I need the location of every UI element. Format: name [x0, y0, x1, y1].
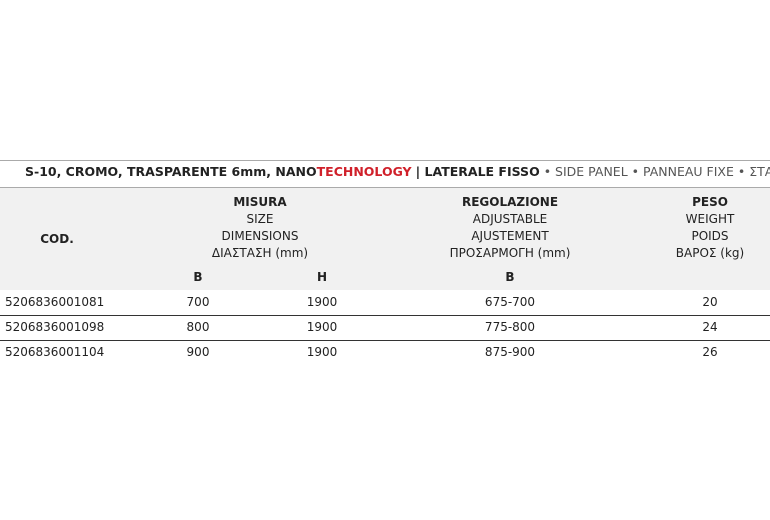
- value-cell: 675-700: [484, 295, 536, 309]
- value-cell: 20: [702, 295, 718, 309]
- code-cell: 5206836001081: [5, 295, 105, 309]
- column-header: ΔΙΑΣΤΑΣΗ (mm): [211, 246, 309, 260]
- value-cell: 900: [186, 345, 210, 359]
- value-cell: 800: [186, 320, 210, 334]
- title-text: | LATERALE FISSO: [415, 164, 540, 179]
- value-cell: 24: [702, 320, 718, 334]
- value-cell: 1900: [306, 345, 338, 359]
- header-rule: [0, 187, 770, 188]
- header-background: [0, 188, 770, 290]
- column-header: ADJUSTABLE: [472, 212, 548, 226]
- code-cell: 5206836001104: [5, 345, 105, 359]
- sub-header: B: [505, 270, 515, 284]
- sub-header: B: [193, 270, 203, 284]
- title-subtext: • SIDE PANEL • PANNEAU FIXE • ΣΤΑΘΕΡΟ Κ: [543, 164, 770, 179]
- column-header: REGOLAZIONE: [461, 195, 559, 209]
- value-cell: 1900: [306, 320, 338, 334]
- value-cell: 26: [702, 345, 718, 359]
- column-header: MISURA: [233, 195, 287, 209]
- value-cell: 875-900: [484, 345, 536, 359]
- column-header: SIZE: [246, 212, 274, 226]
- column-header: POIDS: [691, 229, 729, 243]
- code-header: COD.: [40, 232, 74, 246]
- column-header: ΠΡΟΣΑΡΜΟΓΗ (mm): [449, 246, 571, 260]
- title: S-10, CROMO, TRASPARENTE 6mm, NANOTECHNO…: [25, 164, 770, 179]
- column-header: PESO: [692, 195, 728, 209]
- sub-header: H: [316, 270, 328, 284]
- column-header: WEIGHT: [685, 212, 735, 226]
- row-rule: [0, 340, 770, 341]
- value-cell: 775-800: [484, 320, 536, 334]
- column-header: AJUSTEMENT: [471, 229, 549, 243]
- code-cell: 5206836001098: [5, 320, 105, 334]
- value-cell: 700: [186, 295, 210, 309]
- title-highlight: TECHNOLOGY: [316, 164, 412, 179]
- top-rule: [0, 160, 770, 161]
- row-rule: [0, 315, 770, 316]
- title-text: S-10, CROMO, TRASPARENTE 6mm, NANO: [25, 164, 317, 179]
- column-header: DIMENSIONS: [221, 229, 299, 243]
- column-header: ΒΑΡΟΣ (kg): [675, 246, 745, 260]
- value-cell: 1900: [306, 295, 338, 309]
